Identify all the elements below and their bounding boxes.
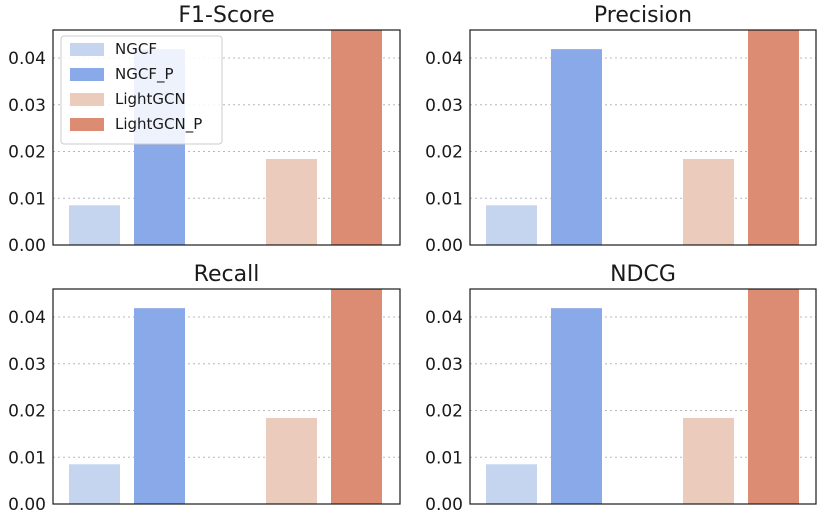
legend-label: NGCF_P bbox=[115, 65, 174, 84]
y-tick-label: 0.04 bbox=[8, 308, 46, 328]
y-tick-label: 0.00 bbox=[8, 495, 46, 513]
bar-ngcf-p bbox=[551, 308, 602, 504]
y-tick-label: 0.04 bbox=[8, 49, 46, 69]
y-tick-label: 0.04 bbox=[425, 308, 463, 328]
bar-lightgcn-p bbox=[331, 30, 382, 245]
y-tick-label: 0.00 bbox=[8, 236, 46, 256]
bar-lightgcn-p bbox=[331, 289, 382, 504]
y-tick-label: 0.02 bbox=[425, 143, 463, 163]
bar-ngcf bbox=[486, 205, 537, 245]
plot-frame bbox=[52, 288, 401, 505]
y-tick-label: 0.02 bbox=[8, 402, 46, 422]
chart-title: F1-Score bbox=[178, 3, 274, 28]
y-tick-label: 0.00 bbox=[425, 495, 463, 513]
subplot-recall: 0.00 0.01 0.02 0.03 0.04 Recall bbox=[8, 262, 401, 513]
legend-box bbox=[60, 35, 223, 145]
y-tick-label: 0.03 bbox=[425, 355, 463, 375]
legend-label: NGCF bbox=[115, 40, 157, 58]
y-tick-label: 0.01 bbox=[425, 448, 463, 468]
y-tick-label: 0.01 bbox=[425, 189, 463, 209]
bar-lightgcn bbox=[683, 159, 734, 245]
legend: NGCF NGCF_P LightGCN LightGCN_P bbox=[60, 35, 223, 145]
y-tick-label: 0.00 bbox=[425, 236, 463, 256]
y-tick-label: 0.03 bbox=[8, 355, 46, 375]
bar-lightgcn-p bbox=[748, 289, 799, 504]
y-tick-label: 0.03 bbox=[425, 96, 463, 116]
bar-ngcf bbox=[486, 464, 537, 504]
plot-frame bbox=[52, 29, 401, 246]
bar-lightgcn bbox=[683, 418, 734, 504]
bar-ngcf-p bbox=[551, 49, 602, 246]
chart-title: Recall bbox=[194, 262, 260, 287]
legend-swatch bbox=[70, 43, 104, 56]
plot-frame bbox=[469, 29, 817, 246]
bar-lightgcn bbox=[266, 418, 317, 504]
legend-swatch bbox=[70, 68, 104, 81]
legend-swatch bbox=[70, 93, 104, 106]
legend-label: LightGCN bbox=[115, 90, 186, 108]
y-tick-label: 0.04 bbox=[425, 49, 463, 69]
y-tick-label: 0.02 bbox=[425, 402, 463, 422]
y-tick-label: 0.03 bbox=[8, 96, 46, 116]
legend-label: LightGCN_P bbox=[115, 115, 202, 134]
subplot-ndcg: 0.00 0.01 0.02 0.03 0.04 NDCG bbox=[425, 262, 817, 513]
subplot-precision: 0.00 0.01 0.02 0.03 0.04 Precision bbox=[425, 3, 817, 256]
y-tick-label: 0.02 bbox=[8, 143, 46, 163]
chart-title: NDCG bbox=[610, 262, 676, 287]
bar-ngcf bbox=[69, 205, 120, 245]
legend-swatch bbox=[70, 118, 104, 131]
bar-lightgcn bbox=[266, 159, 317, 245]
plot-frame bbox=[469, 288, 817, 505]
bar-ngcf-p bbox=[134, 308, 185, 504]
chart-title: Precision bbox=[594, 3, 692, 28]
bar-lightgcn-p bbox=[748, 30, 799, 245]
y-tick-label: 0.01 bbox=[8, 189, 46, 209]
bar-ngcf bbox=[69, 464, 120, 504]
y-tick-label: 0.01 bbox=[8, 448, 46, 468]
